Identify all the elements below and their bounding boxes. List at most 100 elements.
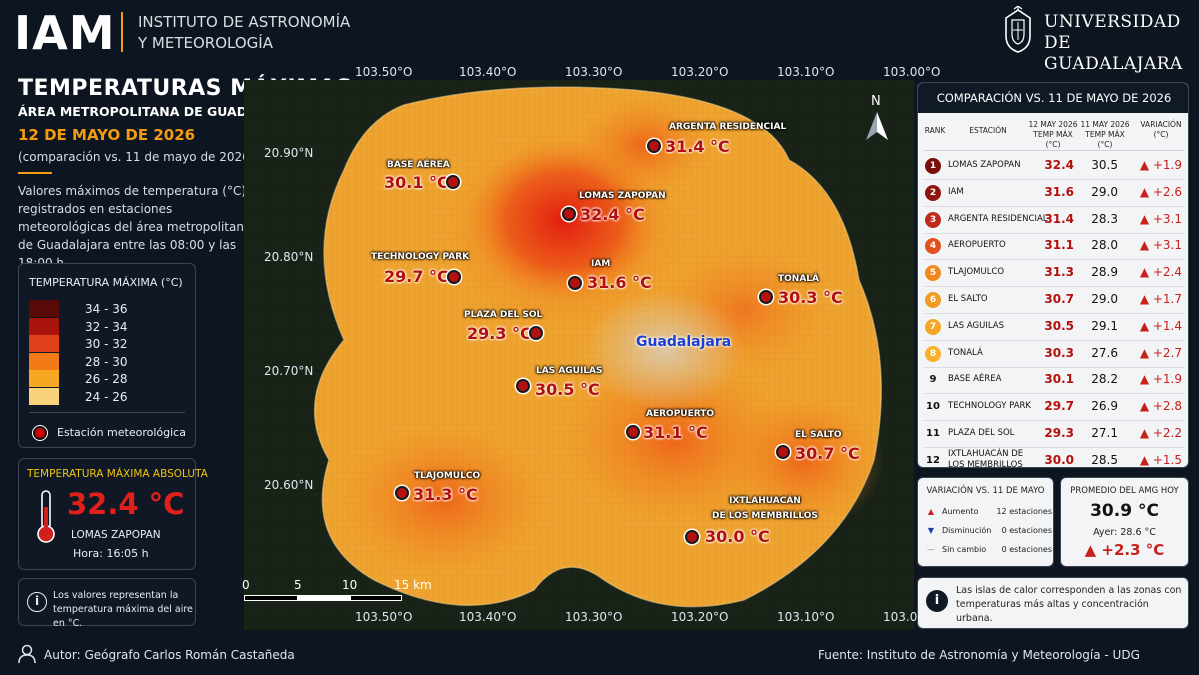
station-dot-icon <box>562 207 576 221</box>
temp-12-cell: 31.4 <box>1044 211 1074 226</box>
station-cell: EL SALTO <box>948 294 988 304</box>
temp-12-cell: 31.3 <box>1044 265 1074 280</box>
header-divider <box>924 150 1184 151</box>
report-date: 12 DE MAYO DE 2026 <box>18 126 196 144</box>
header: IAM INSTITUTO DE ASTRONOMÍA Y METEOROLOG… <box>0 0 1199 74</box>
temp-12-cell: 30.5 <box>1044 318 1074 333</box>
latitude-tick: 20.60°N <box>264 478 314 492</box>
station-marker-icon <box>33 426 47 440</box>
top-longitude-tick: 103.10°O <box>777 65 835 79</box>
average-box: PROMEDIO DEL AMG HOY 30.9 °C Ayer: 28.6 … <box>1060 477 1189 567</box>
scale-segment <box>350 595 402 601</box>
temp-12-cell: 29.3 <box>1044 426 1074 440</box>
station-name: TONALÁ <box>778 274 819 284</box>
latitude-tick: 20.80°N <box>264 250 314 264</box>
bottom-longitude-tick: 103.40°O <box>459 610 517 624</box>
table-row: 2 IAM 31.6 29.0 ▲ +2.6 <box>918 180 1188 207</box>
header-variation-line1: VARIACIÓN <box>1140 120 1182 129</box>
average-value: 30.9 °C <box>1090 501 1159 521</box>
scale-bar: 0 5 10 15 km <box>242 578 464 608</box>
table-row: 4 AEROPUERTO 31.1 28.0 ▲ +3.1 <box>918 233 1188 261</box>
temp-12-cell: 31.1 <box>1044 238 1074 253</box>
bottom-longitude-tick: 103.10°O <box>777 610 835 624</box>
note-right: i Las islas de calor corresponden a las … <box>917 577 1189 629</box>
description: Valores máximos de temperatura (°C) regi… <box>18 184 252 270</box>
header-rank: RANK <box>924 126 946 135</box>
station-cell: IAM <box>948 186 964 197</box>
variation-count: 12 estaciones <box>996 507 1052 516</box>
north-arrow-icon <box>866 112 888 140</box>
station-dot-icon <box>685 530 699 544</box>
scale-tick: 5 <box>294 578 302 592</box>
table-row: 7 LAS AGUILAS 30.5 29.1 ▲ +1.4 <box>918 314 1188 341</box>
header-col12-line2: TEMP MÁX (°C) <box>1033 130 1073 149</box>
iam-logo: IAM <box>14 6 116 60</box>
author-credit: Autor: Geógrafo Carlos Román Castañeda <box>44 648 295 662</box>
station-cell: PLAZA DEL SOL <box>948 428 1015 438</box>
legend-range: 34 - 36 <box>85 302 128 316</box>
row-divider <box>924 232 1184 234</box>
station-dot-icon <box>447 270 461 284</box>
row-divider <box>924 366 1184 368</box>
temp-12-cell: 30.7 <box>1044 292 1074 306</box>
temp-11-cell: 28.2 <box>1091 372 1118 387</box>
rank-badge: 2 <box>925 184 941 201</box>
rank-number: 11 <box>926 428 940 439</box>
temp-12-cell: 30.0 <box>1044 452 1074 467</box>
down-triangle-icon: ▼ <box>927 526 935 535</box>
station-name: AEROPUERTO <box>646 409 715 419</box>
rank-badge: 1 <box>925 158 941 174</box>
variation-cell: ▲ +2.7 <box>1139 345 1182 360</box>
legend-swatch <box>29 370 59 387</box>
station-name: ARGENTA RESIDENCIAL <box>669 122 787 132</box>
scale-segment <box>244 595 298 601</box>
variation-cell: ▲ +2.6 <box>1139 184 1182 199</box>
heat-map <box>244 80 914 630</box>
temp-11-cell: 28.9 <box>1091 265 1118 280</box>
temp-11-cell: 26.9 <box>1091 399 1118 414</box>
legend-swatch <box>29 352 59 370</box>
institute-line-1: INSTITUTO DE ASTRONOMÍA <box>138 13 351 31</box>
table-row: 5 TLAJOMULCO 31.3 28.9 ▲ +2.4 <box>918 260 1188 288</box>
table-row: 12 IXTLAHUACÁN DE LOS MEMBRILLOS 30.0 28.5 ▲ … <box>918 448 1188 468</box>
station-dot-icon <box>759 290 773 304</box>
scale-segment <box>298 595 350 601</box>
table-row: 6 EL SALTO 30.7 29.0 ▲ +1.7 <box>918 287 1188 314</box>
station-cell: AEROPUERTO <box>948 240 1006 251</box>
bottom-longitude-tick: 103.50°O <box>355 610 413 624</box>
variation-cell: ▲ +1.9 <box>1139 158 1182 172</box>
table-row: 11 PLAZA DEL SOL 29.3 27.1 ▲ +2.2 <box>918 421 1188 448</box>
latitude-tick: 20.70°N <box>264 364 314 378</box>
header-col12-line1: 12 MAY 2026 <box>1028 120 1078 129</box>
station-cell-line2: LOS MEMBRILLOS <box>948 459 1023 468</box>
row-divider <box>924 286 1184 288</box>
station-dot-icon <box>529 326 543 340</box>
user-icon <box>18 644 36 664</box>
station-name: EL SALTO <box>795 430 842 440</box>
temp-11-cell: 28.5 <box>1091 452 1118 467</box>
variation-row: ▼ Disminución 0 estaciones <box>926 525 1052 539</box>
station-cell: TONALÁ <box>948 347 983 358</box>
station-cell: LAS AGUILAS <box>948 320 1004 331</box>
variation-cell: ▲ +2.4 <box>1139 265 1182 280</box>
header-station: ESTACIÓN <box>969 126 1007 135</box>
variation-box: VARIACIÓN VS. 11 DE MAYO ▲ Aumento 12 esta… <box>917 477 1054 567</box>
station-name: TLAJOMULCO <box>414 471 481 481</box>
comparison-table: COMPARACIÓN VS. 11 DE MAYO DE 2026 RANK … <box>917 82 1189 468</box>
rank-badge: 4 <box>925 238 941 255</box>
row-divider <box>924 313 1184 314</box>
note-left-text: Los valores representan la temperatura m… <box>53 590 193 629</box>
table-row: 8 TONALÁ 30.3 27.6 ▲ +2.7 <box>918 341 1188 368</box>
rank-number: 10 <box>926 401 940 413</box>
comparison-title: COMPARACIÓN VS. 11 DE MAYO DE 2026 <box>918 83 1188 113</box>
station-name: BASE AÉREA <box>387 160 450 170</box>
comparison-date: (comparación vs. 11 de mayo de 2026) <box>18 150 255 164</box>
station-cell: BASE AÉREA <box>948 374 1002 385</box>
temp-11-cell: 27.1 <box>1091 426 1118 440</box>
legend-swatch <box>29 300 59 317</box>
station-cell: TECHNOLOGY PARK <box>948 401 1031 412</box>
variation-cell: ▲ +3.1 <box>1139 238 1182 253</box>
station-cell: TLAJOMULCO <box>948 267 1005 278</box>
bottom-longitude-tick: 103.20°O <box>671 610 729 624</box>
temp-12-cell: 30.1 <box>1044 372 1074 387</box>
